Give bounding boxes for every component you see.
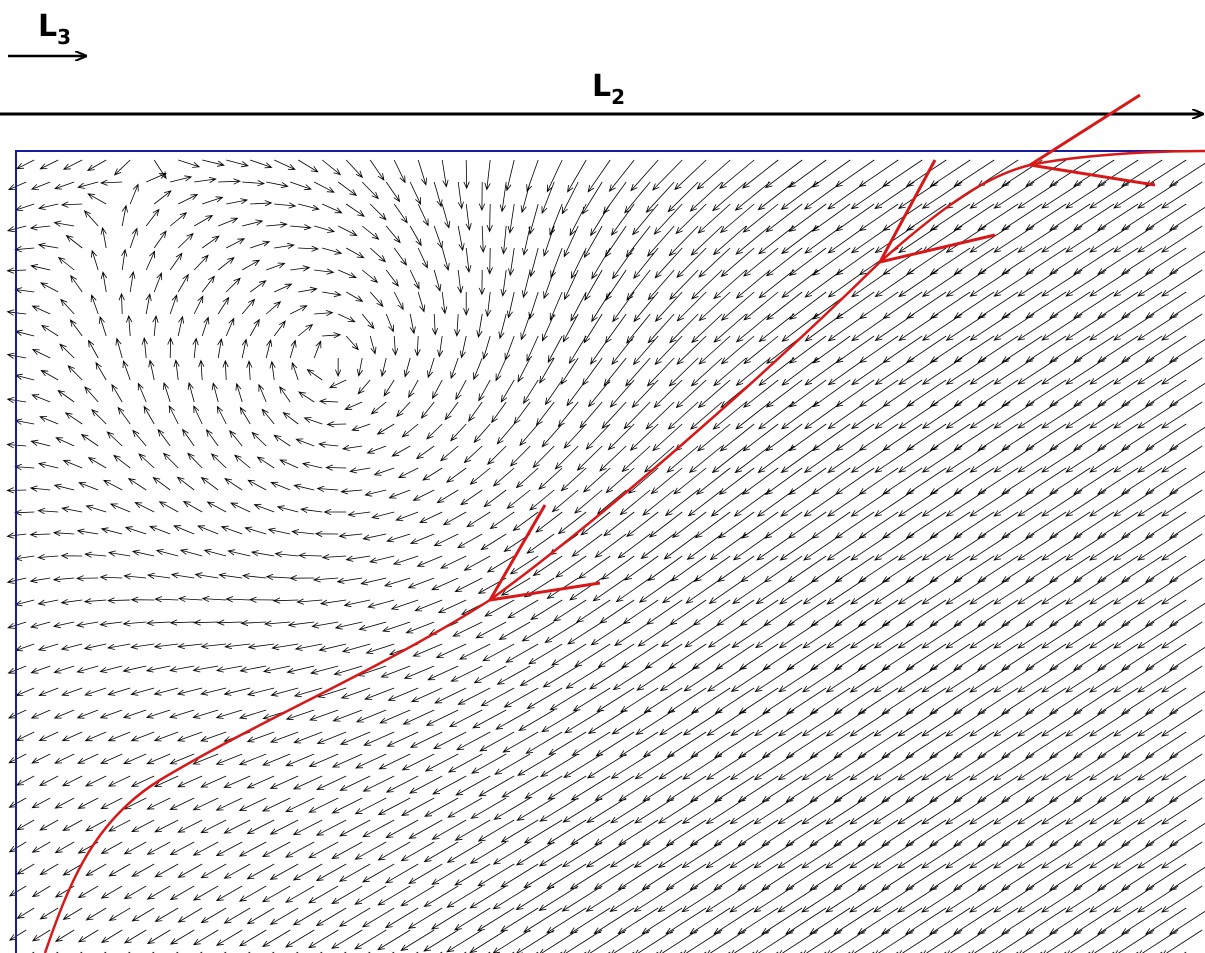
vector-field [6, 159, 1205, 953]
l3-label: L3 [38, 9, 71, 49]
l2-subscript: 2 [611, 85, 625, 109]
separatrix-arrow [1025, 93, 1156, 187]
separatrix-arrow [877, 159, 996, 265]
separatrix [43, 93, 1205, 953]
domain-frame [15, 150, 1205, 953]
separatrix-arrow [487, 504, 601, 602]
l2-base: L [592, 69, 611, 104]
l3-base: L [38, 9, 57, 44]
l2-label: L2 [592, 69, 625, 109]
field-arrows [6, 159, 1205, 953]
l3-subscript: 3 [57, 25, 71, 49]
